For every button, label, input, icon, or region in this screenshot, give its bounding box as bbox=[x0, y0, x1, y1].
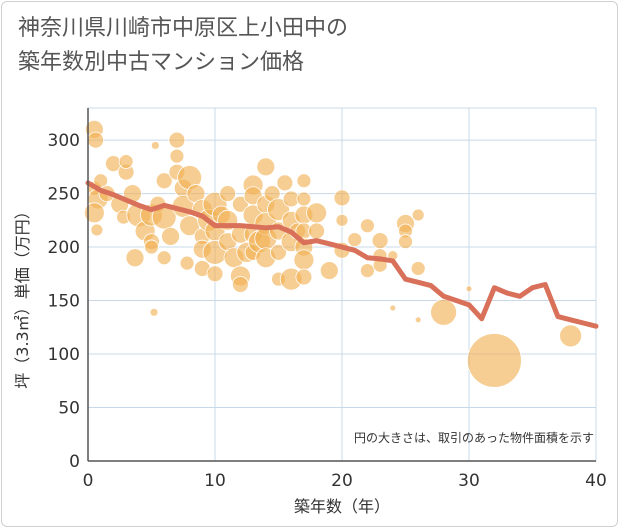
y-axis-label: 坪（3.3㎡）単価（万円） bbox=[13, 203, 32, 388]
data-point bbox=[410, 261, 426, 276]
x-tick-label: 30 bbox=[458, 471, 480, 491]
chart-title-line-2: 築年数別中古マンション価格 bbox=[18, 50, 305, 75]
data-point bbox=[359, 218, 375, 234]
bubble-layer bbox=[83, 119, 582, 388]
data-point bbox=[256, 157, 276, 177]
y-tick-label: 150 bbox=[48, 292, 80, 312]
axes bbox=[87, 108, 596, 462]
data-point bbox=[276, 174, 294, 192]
data-point bbox=[296, 191, 312, 207]
y-tick-label: 50 bbox=[58, 399, 80, 419]
data-point bbox=[347, 232, 363, 247]
data-point bbox=[559, 324, 582, 348]
data-point bbox=[466, 333, 522, 388]
data-point bbox=[83, 202, 105, 224]
data-point bbox=[179, 255, 195, 271]
y-tick-label: 250 bbox=[48, 185, 80, 205]
data-point bbox=[168, 131, 186, 149]
data-point bbox=[231, 276, 249, 293]
data-point bbox=[296, 173, 312, 189]
data-point bbox=[206, 265, 224, 283]
bubble-size-note: 円の大きさは、取引のあった物件面積を示す bbox=[354, 430, 594, 445]
y-tick-label: 200 bbox=[48, 238, 80, 258]
data-point bbox=[295, 268, 313, 286]
data-point bbox=[90, 223, 104, 237]
data-point bbox=[389, 304, 397, 312]
data-point bbox=[169, 148, 185, 164]
y-tick-label: 100 bbox=[48, 345, 80, 365]
data-point bbox=[118, 154, 134, 169]
data-point bbox=[149, 307, 159, 317]
data-point bbox=[430, 298, 458, 326]
chart-title-line-1: 神奈川県川崎市中原区上小田中の bbox=[18, 16, 349, 41]
average-price-line bbox=[85, 180, 599, 329]
x-tick-label: 0 bbox=[83, 471, 94, 491]
data-point bbox=[150, 141, 160, 150]
y-tick-label: 0 bbox=[69, 452, 80, 472]
x-tick-label: 10 bbox=[204, 471, 226, 491]
data-point bbox=[414, 316, 422, 324]
data-point bbox=[161, 226, 180, 246]
x-axis-label: 築年数（年） bbox=[294, 497, 390, 516]
data-point bbox=[231, 195, 249, 213]
data-point bbox=[333, 189, 351, 207]
data-point bbox=[371, 232, 389, 250]
data-point bbox=[359, 263, 375, 278]
data-point bbox=[156, 250, 172, 266]
x-tick-label: 20 bbox=[331, 471, 353, 491]
data-point bbox=[398, 234, 413, 250]
trend-line-layer bbox=[85, 180, 599, 329]
data-point bbox=[335, 213, 349, 227]
tick-labels: 0 10 20 30 40 0 50 100 150 200 250 300 bbox=[48, 131, 607, 491]
data-point bbox=[293, 249, 315, 271]
data-point bbox=[219, 185, 237, 202]
data-point bbox=[144, 239, 159, 255]
data-point bbox=[270, 244, 287, 261]
data-point bbox=[125, 248, 145, 268]
chart-title: 神奈川県川崎市中原区上小田中の 築年数別中古マンション価格 bbox=[18, 12, 578, 80]
data-point bbox=[319, 261, 339, 280]
y-tick-label: 300 bbox=[48, 131, 80, 151]
data-point bbox=[411, 208, 425, 222]
data-point bbox=[306, 202, 328, 224]
x-tick-label: 40 bbox=[585, 471, 607, 491]
data-point bbox=[155, 172, 173, 190]
grid-lines bbox=[87, 107, 597, 462]
data-point bbox=[308, 222, 326, 240]
data-point bbox=[465, 285, 473, 293]
data-point bbox=[87, 131, 105, 149]
